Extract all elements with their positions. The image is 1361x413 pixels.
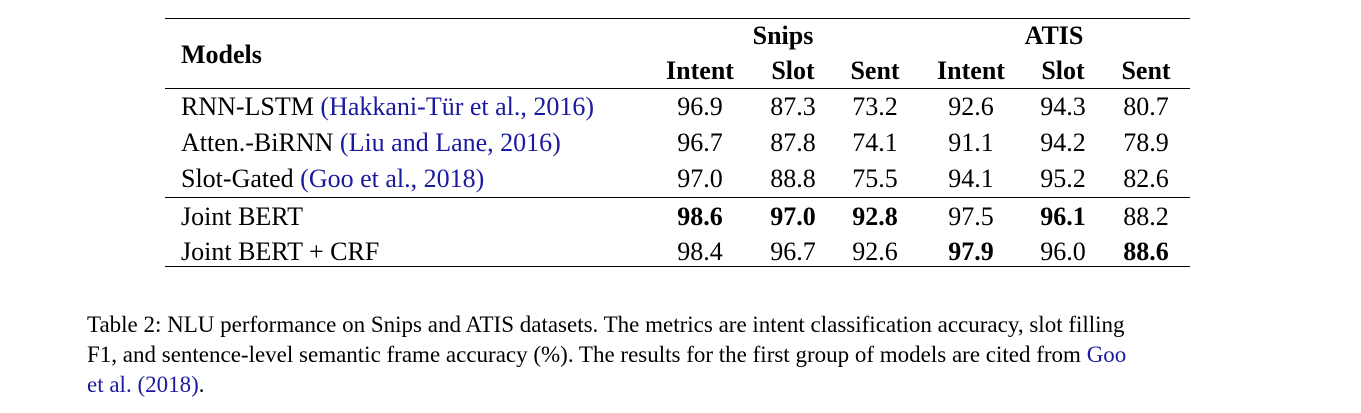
score-cell: 73.2 (852, 92, 898, 121)
score-cell: 75.5 (852, 164, 898, 193)
bottom-rule (165, 266, 1190, 268)
caption-line-2-text: F1, and sentence-level semantic frame ac… (87, 342, 1087, 367)
score-cell: 78.9 (1123, 128, 1169, 157)
citation-open-paren: ( (339, 128, 349, 157)
citation-close-paren: ) (475, 164, 485, 193)
subheader-atis-intent: Intent (937, 56, 1005, 85)
score-cell: 98.6 (677, 202, 723, 231)
score-cell: 87.3 (770, 92, 816, 121)
score-cell: 98.4 (677, 237, 723, 266)
score-cell: 97.9 (948, 237, 994, 266)
score-cell: 97.0 (770, 202, 816, 231)
citation-close-paren: ) (585, 92, 595, 121)
model-name: Slot-Gated (181, 164, 294, 193)
model-name-cell: Slot-Gated (Goo et al., 2018) (181, 164, 484, 194)
model-name: Atten.-BiRNN (181, 128, 334, 157)
score-cell: 88.8 (770, 164, 816, 193)
subheader-snips-intent: Intent (666, 56, 734, 85)
caption-line-3: et al. (2018). (87, 370, 1277, 400)
score-cell: 92.6 (852, 237, 898, 266)
group-header-atis: ATIS (1024, 21, 1084, 50)
score-cell: 92.8 (852, 202, 898, 231)
score-cell: 97.0 (677, 164, 723, 193)
score-cell: 80.7 (1123, 92, 1169, 121)
subheader-snips-slot: Slot (771, 56, 815, 85)
score-cell: 82.6 (1123, 164, 1169, 193)
models-header: Models (181, 40, 262, 69)
subheader-atis-sent: Sent (1121, 56, 1171, 85)
caption-line-1: Table 2: NLU performance on Snips and AT… (87, 312, 1125, 337)
model-name-cell: Joint BERT + CRF (181, 237, 379, 267)
model-name: Joint BERT (181, 202, 303, 231)
score-cell: 96.7 (677, 128, 723, 157)
score-cell: 74.1 (852, 128, 898, 157)
model-citation-link[interactable]: Hakkani-Tür et al., 2016 (329, 92, 586, 121)
score-cell: 96.7 (770, 237, 816, 266)
caption-citation-link[interactable]: Goo (1086, 342, 1127, 367)
score-cell: 88.6 (1123, 237, 1169, 266)
citation-close-paren: ) (552, 128, 561, 157)
score-cell: 91.1 (948, 128, 994, 157)
table-caption: Table 2: NLU performance on Snips and AT… (87, 310, 1277, 400)
model-citation-link[interactable]: Goo et al., 2018 (308, 164, 476, 193)
score-cell: 97.5 (948, 202, 994, 231)
caption-citation-year[interactable]: (2018) (137, 372, 199, 397)
score-cell: 96.1 (1040, 202, 1086, 231)
model-name-cell: Atten.-BiRNN (Liu and Lane, 2016) (181, 128, 561, 158)
score-cell: 96.9 (677, 92, 723, 121)
score-cell: 87.8 (770, 128, 816, 157)
score-cell: 94.1 (948, 164, 994, 193)
model-name: Joint BERT + CRF (181, 237, 380, 266)
top-rule (165, 18, 1190, 20)
score-cell: 96.0 (1040, 237, 1086, 266)
caption-end: . (198, 372, 205, 397)
score-cell: 94.3 (1040, 92, 1086, 121)
model-name-cell: RNN-LSTM (Hakkani-Tür et al., 2016) (181, 92, 594, 122)
score-cell: 95.2 (1040, 164, 1086, 193)
citation-open-paren: ( (300, 164, 309, 193)
model-citation-link[interactable]: Liu and Lane, 2016 (348, 128, 553, 157)
model-name: RNN-LSTM (181, 92, 314, 121)
score-cell: 88.2 (1123, 202, 1169, 231)
caption-line-2: F1, and sentence-level semantic frame ac… (87, 340, 1277, 370)
citation-open-paren: ( (320, 92, 330, 121)
model-name-cell: Joint BERT (181, 202, 303, 232)
group-header-snips: Snips (752, 21, 814, 50)
group-rule (165, 197, 1190, 198)
header-rule (165, 88, 1190, 89)
score-cell: 92.6 (948, 92, 994, 121)
subheader-atis-slot: Slot (1041, 56, 1085, 85)
subheader-snips-sent: Sent (850, 56, 900, 85)
score-cell: 94.2 (1040, 128, 1086, 157)
caption-citation-link-cont[interactable]: et al. (87, 372, 132, 397)
